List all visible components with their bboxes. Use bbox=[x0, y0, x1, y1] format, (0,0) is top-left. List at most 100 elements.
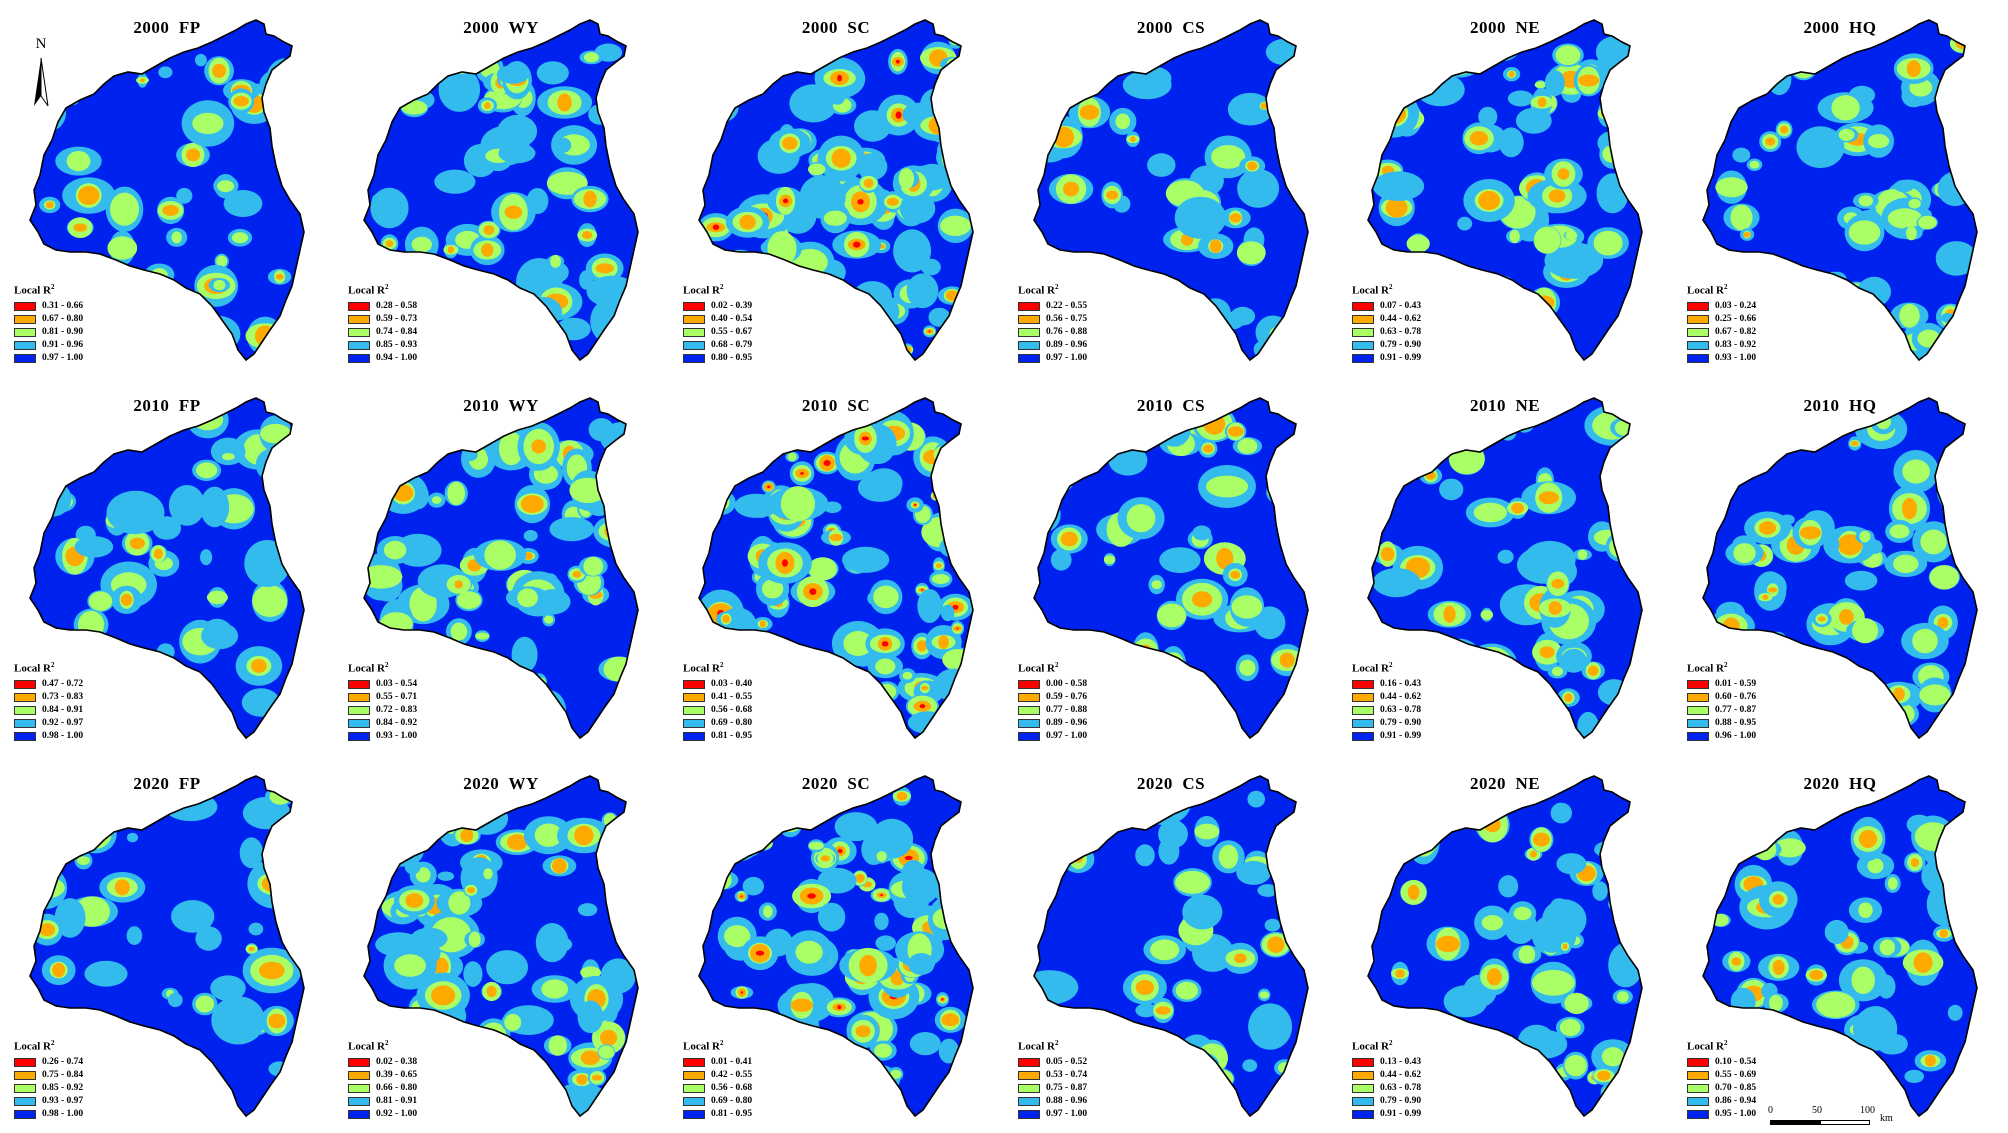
class-patch bbox=[132, 52, 153, 69]
class-patch bbox=[1839, 795, 1844, 801]
class-patch bbox=[708, 63, 731, 83]
class-patch bbox=[252, 585, 288, 617]
class-patch bbox=[830, 334, 861, 360]
class-patch bbox=[763, 905, 773, 918]
legend-item: 0.98 - 1.00 bbox=[14, 1108, 83, 1121]
legend-item: 0.79 - 0.90 bbox=[1352, 339, 1421, 352]
class-patch bbox=[712, 796, 735, 814]
class-patch bbox=[1947, 1004, 1963, 1021]
legend-title-text: Local R bbox=[683, 662, 720, 675]
class-patch bbox=[1427, 276, 1461, 303]
class-patch bbox=[1045, 467, 1075, 493]
class-patch bbox=[233, 96, 249, 107]
class-patch bbox=[1538, 721, 1554, 734]
scale-bar: 0 50 100 km bbox=[1768, 1105, 1898, 1131]
class-patch bbox=[416, 653, 427, 663]
class-patch bbox=[616, 499, 627, 506]
legend-swatch bbox=[14, 1109, 36, 1119]
class-patch bbox=[1499, 1069, 1539, 1096]
legend-item: 0.93 - 0.97 bbox=[14, 1095, 83, 1108]
class-patch bbox=[954, 923, 961, 929]
class-patch bbox=[470, 278, 519, 311]
class-patch bbox=[1135, 681, 1153, 694]
panel-title: 2010 CS bbox=[1136, 396, 1206, 415]
legend-label: 0.47 - 0.72 bbox=[42, 679, 84, 690]
class-patch bbox=[1948, 74, 1966, 88]
class-patch bbox=[853, 241, 861, 248]
class-patch bbox=[486, 950, 529, 985]
class-patch bbox=[1079, 104, 1100, 120]
legend-label: 0.63 - 0.78 bbox=[1380, 327, 1422, 338]
class-patch bbox=[715, 815, 732, 829]
legend-item: 0.89 - 0.96 bbox=[1018, 717, 1087, 730]
local-r2-map bbox=[1367, 19, 1643, 362]
class-patch bbox=[795, 940, 823, 964]
class-patch bbox=[1481, 915, 1504, 931]
class-patch bbox=[1809, 970, 1824, 980]
legend-swatch bbox=[1687, 1070, 1709, 1080]
class-patch bbox=[1131, 412, 1174, 442]
class-patch bbox=[767, 485, 771, 488]
legend: Local R2 0.01 - 0.41 0.42 - 0.55 0.56 - 0.6… bbox=[683, 1039, 752, 1121]
class-patch bbox=[1205, 475, 1249, 498]
local-r2-map bbox=[1367, 775, 1643, 1118]
legend-title-text: Local R bbox=[1687, 284, 1724, 297]
class-patch bbox=[1112, 304, 1129, 316]
class-patch bbox=[1498, 875, 1519, 898]
class-patch bbox=[447, 246, 454, 254]
class-patch bbox=[1868, 134, 1890, 149]
class-patch bbox=[952, 903, 965, 918]
class-patch bbox=[1216, 547, 1234, 570]
class-patch bbox=[1433, 1029, 1464, 1056]
class-patch bbox=[1158, 837, 1180, 865]
class-patch bbox=[447, 481, 465, 506]
class-patch bbox=[504, 1013, 522, 1031]
class-patch bbox=[468, 931, 481, 948]
legend-item: 0.77 - 0.87 bbox=[1687, 704, 1756, 717]
legend-title: Local R2 bbox=[1687, 283, 1756, 297]
class-patch bbox=[935, 563, 942, 568]
legend-item: 0.97 - 1.00 bbox=[1018, 352, 1087, 365]
class-patch bbox=[1372, 171, 1425, 201]
class-patch bbox=[1758, 521, 1777, 535]
legend-item: 0.55 - 0.67 bbox=[683, 326, 752, 339]
legend-swatch bbox=[683, 679, 705, 689]
class-patch bbox=[1111, 305, 1129, 320]
class-patch bbox=[801, 713, 805, 716]
legend-item: 0.56 - 0.68 bbox=[683, 1082, 752, 1095]
legend-swatch bbox=[1018, 679, 1040, 689]
class-patch bbox=[1176, 1052, 1198, 1074]
class-patch bbox=[1937, 171, 1973, 207]
legend-label: 0.67 - 0.82 bbox=[1715, 327, 1757, 338]
panel-title: 2000 WY bbox=[463, 18, 539, 37]
legend-label: 0.98 - 1.00 bbox=[42, 731, 84, 742]
legend-item: 0.88 - 0.96 bbox=[1018, 1095, 1087, 1108]
panel-title: 2020 CS bbox=[1136, 774, 1206, 793]
class-patch bbox=[893, 229, 932, 273]
legend-label: 0.91 - 0.99 bbox=[1380, 731, 1422, 742]
class-patch bbox=[1422, 1026, 1475, 1059]
class-patch bbox=[921, 589, 924, 591]
class-patch bbox=[1753, 304, 1791, 339]
legend-label: 0.68 - 0.79 bbox=[711, 340, 753, 351]
class-patch bbox=[1151, 580, 1162, 590]
class-patch bbox=[714, 67, 725, 80]
class-patch bbox=[917, 589, 942, 623]
legend-item: 0.66 - 0.80 bbox=[348, 1082, 417, 1095]
class-patch bbox=[853, 281, 892, 312]
class-patch bbox=[1504, 795, 1522, 805]
class-patch bbox=[1715, 177, 1748, 198]
class-patch bbox=[276, 73, 295, 84]
legend-swatch bbox=[348, 692, 370, 702]
legend-item: 0.01 - 0.41 bbox=[683, 1056, 752, 1069]
class-patch bbox=[1518, 945, 1536, 964]
legend-item: 0.31 - 0.66 bbox=[14, 300, 83, 313]
class-patch bbox=[1368, 413, 1394, 434]
class-patch bbox=[712, 224, 720, 230]
watershed-boundary bbox=[1702, 775, 1978, 1118]
legend-swatch bbox=[1018, 1070, 1040, 1080]
class-patch bbox=[1269, 325, 1292, 343]
watershed-boundary bbox=[1033, 397, 1309, 740]
class-patch bbox=[787, 452, 797, 461]
class-patch bbox=[1279, 466, 1290, 474]
